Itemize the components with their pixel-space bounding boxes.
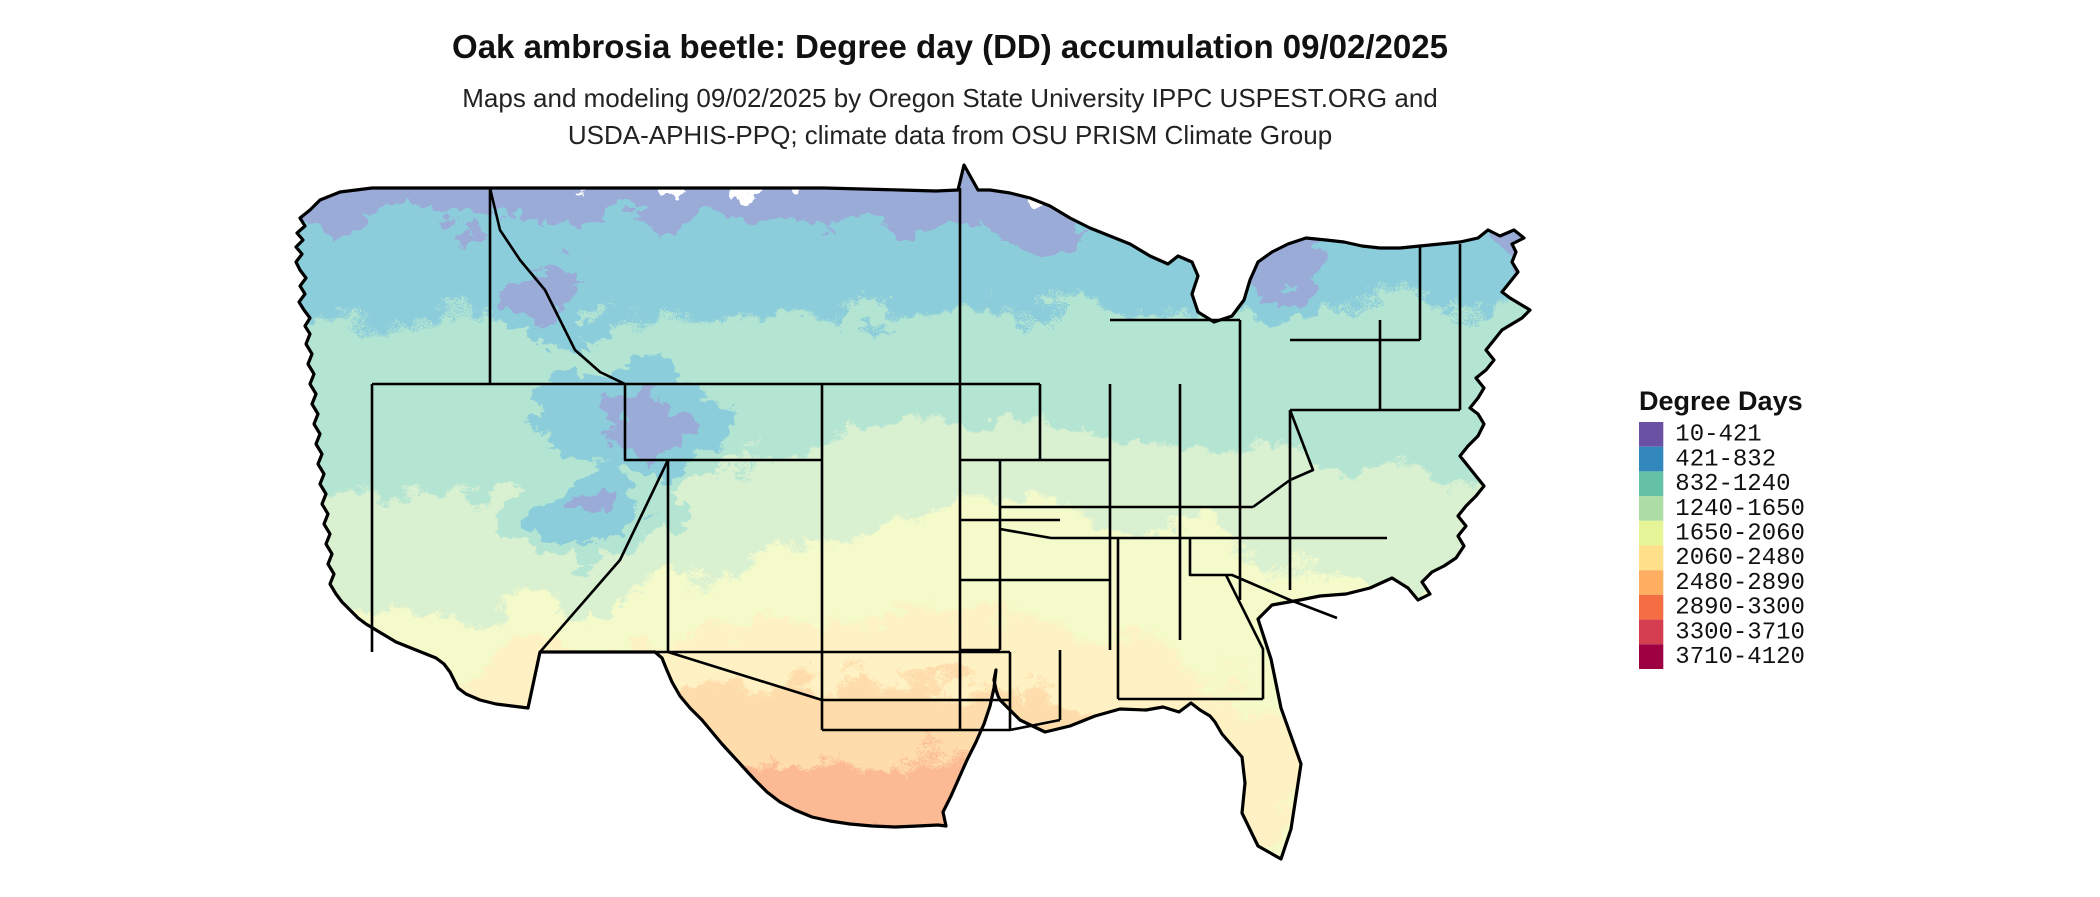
svg-text:2060-2480: 2060-2480: [1675, 545, 1805, 572]
svg-text:2480-2890: 2480-2890: [1675, 570, 1805, 597]
svg-text:832-1240: 832-1240: [1675, 471, 1790, 498]
svg-text:2890-3300: 2890-3300: [1675, 595, 1805, 622]
svg-text:1240-1650: 1240-1650: [1675, 496, 1805, 523]
svg-text:421-832: 421-832: [1675, 446, 1776, 473]
svg-text:3710-4120: 3710-4120: [1675, 644, 1805, 671]
svg-text:1650-2060: 1650-2060: [1675, 521, 1805, 548]
svg-text:3300-3710: 3300-3710: [1675, 619, 1805, 646]
svg-text:Degree Days: Degree Days: [1639, 386, 1803, 416]
svg-text:10-421: 10-421: [1675, 422, 1761, 449]
